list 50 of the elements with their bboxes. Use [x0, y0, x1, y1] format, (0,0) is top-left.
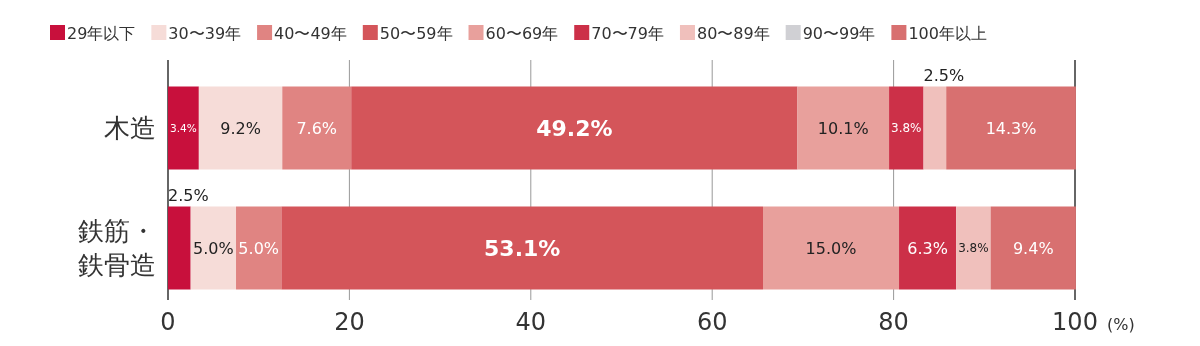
bar [762, 206, 900, 290]
data-label: 2.5% [923, 65, 965, 85]
legend-label: 90〜99年 [802, 24, 876, 43]
x-tick-label: 60 [696, 308, 728, 336]
data-label: 6.3% [907, 238, 948, 258]
data-label: 53.1% [484, 235, 561, 261]
bar [190, 206, 237, 290]
data-label: 3.4% [170, 121, 197, 134]
data-label: 5.0% [193, 238, 234, 258]
x-tick-label: 80 [878, 308, 909, 336]
x-tick-label: 40 [515, 308, 547, 336]
data-label: 49.2% [536, 115, 613, 141]
bar [923, 86, 947, 170]
legend-label: 50〜59年 [379, 24, 453, 43]
bar [351, 86, 798, 170]
bar [168, 206, 191, 290]
legend-label: 29年以下 [67, 24, 136, 43]
bar [797, 86, 890, 170]
x-tick-label: 100 [1052, 308, 1098, 336]
data-label: 2.5% [168, 185, 209, 205]
data-label: 15.0% [805, 238, 857, 258]
data-label: 9.2% [220, 118, 261, 138]
legend-label: 80〜89年 [696, 24, 770, 43]
legend-label: 30〜39年 [168, 24, 242, 43]
bar [282, 86, 352, 170]
legend-label: 70〜79年 [591, 24, 664, 43]
bar [168, 86, 199, 170]
legend-label: 60〜69年 [485, 24, 559, 43]
x-axis-title: (%) [1107, 315, 1135, 334]
data-label: 5.0% [238, 238, 280, 258]
bar [990, 206, 1076, 290]
y-tick-label: 木造 [104, 113, 156, 143]
x-tick-label: 20 [334, 308, 365, 336]
data-label: 10.1% [817, 118, 869, 138]
legend-label: 100年以上 [908, 24, 987, 43]
bar [899, 206, 957, 290]
data-label: 9.4% [1012, 238, 1054, 258]
data-label: 14.3% [985, 118, 1037, 138]
data-label: 3.8% [958, 241, 989, 256]
bar [198, 86, 283, 170]
bar [956, 206, 991, 290]
y-tick-label: 鉄筋・鉄骨造 [78, 216, 156, 280]
bar [946, 86, 1076, 170]
bar [281, 206, 763, 290]
bar [889, 86, 924, 170]
bar [236, 206, 282, 290]
data-label: 7.6% [296, 118, 338, 138]
x-tick-label: 0 [160, 308, 176, 336]
legend-label: 40〜49年 [274, 24, 347, 43]
data-label: 3.8% [891, 121, 922, 136]
